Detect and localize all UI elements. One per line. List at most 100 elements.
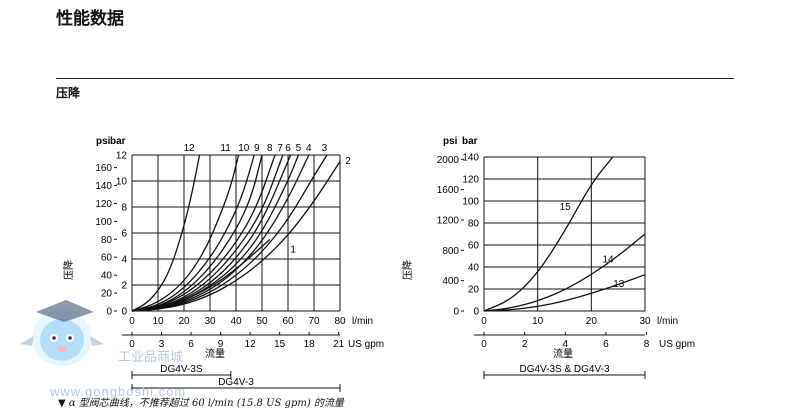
chart2-psi-tick-label: 1600 [437,185,460,196]
watermark-text: 工业品商城 [118,349,184,364]
chart2-y-axis-label: 压降 [401,260,414,280]
chart1-x-tick-label: 80 [334,316,346,327]
chart1-curve-label-12: 12 [184,143,196,154]
chart1-psi-tick-label: 60 [101,253,113,264]
chart1-curve-label-10: 10 [238,143,250,154]
chart2-gpm-tick-label: 2 [522,339,528,350]
chart1-bar-tick-label: 6 [121,229,127,240]
chart1-gpm-tick-label: 21 [333,339,345,350]
chart1-curve-label-3: 3 [322,143,328,154]
chart2-psi-tick-label: 0 [453,307,459,318]
chart1-bar-tick-label: 10 [116,177,128,188]
chart2-range-label: DG4V-3S & DG4V-3 [519,364,609,375]
chart1-psi-tick-label: 80 [101,235,113,246]
chart2-gpm-tick-label: 4 [562,339,568,350]
chart1-curve-label-4: 4 [306,143,312,154]
chart1-curve-label-11: 11 [220,143,231,154]
chart1-x-tick-label: 50 [256,316,268,327]
chart2-psi-tick-label: 400 [442,276,459,287]
chart1-gpm-tick-label: 18 [304,339,316,350]
chart1-psi-tick-label: 120 [95,199,112,210]
chart1-bar-tick-label: 0 [121,307,127,318]
chart2-x-tick-label: 30 [639,316,651,327]
chart1-bar-tick-label: 8 [121,203,127,214]
page-title: 性能数据 [56,9,124,28]
chart2-x-metric-unit: l/min [657,316,678,327]
chart1-y-axis-label: 压降 [62,260,75,280]
chart2-curve-15 [483,156,614,312]
chart1-psi-tick-label: 140 [95,181,112,192]
chart1-x-tick-label: 20 [178,316,190,327]
chart1-gpm-tick-label: 3 [159,339,165,350]
chart1-curve-2 [131,161,341,312]
chart1-curve-label-2: 2 [345,156,351,167]
chart1-curve-11 [131,154,240,312]
chart1-bar-tick-label: 4 [121,255,127,266]
chart2-psi-unit: psi [443,136,458,147]
chart1-bar-unit: bar [110,136,126,147]
chart1-psi-tick-label: 0 [106,307,112,318]
chart2-curve-13 [483,274,646,312]
chart1-gpm-tick-label: 9 [218,339,224,350]
chart2-gpm-tick-label: 6 [603,339,609,350]
chart2-bar-tick-label: 100 [462,197,479,208]
chart1-x-metric-unit: l/min [352,316,373,327]
chart2-psi-tick-label: 1200 [437,215,460,226]
chart1-psi-unit: psi [96,136,111,147]
chart1-gpm-tick-label: 0 [129,339,135,350]
mascot-logo [20,300,104,366]
chart1-x-tick-label: 70 [308,316,320,327]
chart1-curve-12 [131,154,201,312]
chart2-bar-tick-label: 0 [473,307,479,318]
chart2-x-axis-label: 流量 [553,347,573,360]
chart2-bar-tick-label: 20 [468,285,480,296]
watermark-url: www.gongboshi.com [50,384,187,399]
header-rule [56,78,734,79]
footnote: ▼ α 型阀芯曲线，不推荐超过 60 l/min (15.8 US gpm) 的… [58,398,344,409]
chart2-curve-label-14: 14 [603,255,615,266]
chart2-bar-tick-label: 140 [462,153,479,164]
chart1-gpm-tick-label: 15 [274,339,286,350]
chart1-bar-tick-label: 12 [116,151,128,162]
chart1-curve-label-7: 7 [277,143,283,154]
chart2-bar-tick-label: 120 [462,175,479,186]
chart1-x-axis-label: 流量 [205,347,225,360]
chart2-x-tick-label: 20 [586,316,598,327]
chart1-curve-label-5: 5 [296,143,302,154]
chart1-x-tick-label: 30 [204,316,216,327]
chart1-psi-tick-label: 100 [95,217,112,228]
chart1-psi-tick-label: 40 [101,271,113,282]
chart1-psi-tick-label: 160 [95,163,112,174]
chart2-bar-tick-label: 40 [468,263,480,274]
chart1-curve-label-9: 9 [254,143,260,154]
chart1-psi-tick-label: 20 [101,289,113,300]
chart1-curve-1 [131,239,271,312]
chart1-curve-label-8: 8 [267,143,273,154]
chart2-gpm-tick-label: 0 [481,339,487,350]
chart1-x-tick-label: 0 [129,316,135,327]
chart2-x-tick-label: 0 [481,316,487,327]
chart1-gpm-tick-label: 6 [188,339,194,350]
section-title: 压降 [56,86,81,100]
chart1-curve-label-6: 6 [285,143,291,154]
chart2-curve-14 [483,233,646,312]
chart1-curve-label-1: 1 [290,245,296,256]
chart1-range-label: DG4V-3 [218,377,254,388]
chart2-curve-label-15: 15 [560,202,572,213]
chart2-bar-unit: bar [462,136,478,147]
chart2-psi-tick-label: 2000 [437,155,460,166]
chart2-psi-tick-label: 800 [442,246,459,257]
chart2-bar-tick-label: 80 [468,219,480,230]
chart1-bar-tick-label: 2 [121,281,127,292]
chart1-gpm-unit: US gpm [348,339,384,350]
chart1-x-tick-label: 10 [152,316,164,327]
chart2-curve-label-13: 13 [613,279,625,290]
chart2-gpm-unit: US gpm [659,339,695,350]
chart1-x-tick-label: 60 [282,316,294,327]
chart2-bar-tick-label: 60 [468,241,480,252]
chart1-x-tick-label: 40 [230,316,242,327]
chart1-gpm-tick-label: 12 [245,339,257,350]
chart2-x-tick-label: 10 [532,316,544,327]
chart2-gpm-tick-label: 8 [644,339,650,350]
